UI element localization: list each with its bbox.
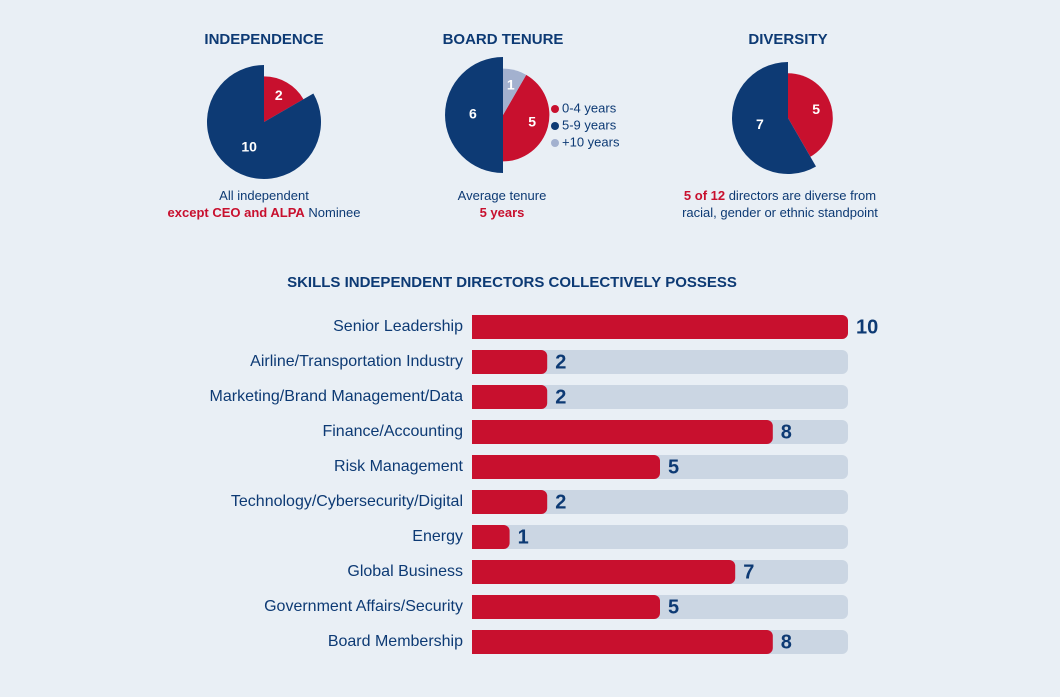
slice-label: 6 (469, 106, 477, 122)
value-label: 2 (555, 351, 566, 373)
pie-slice (445, 57, 503, 173)
caption: 5 of 12 directors are diverse from (684, 188, 876, 203)
slice-label: 5 (812, 101, 820, 117)
pie-slice (264, 76, 304, 122)
bar-left (472, 595, 480, 619)
bar-left (472, 350, 480, 374)
caption-part: Nominee (305, 205, 361, 220)
pie-slice (503, 68, 527, 115)
bar (472, 455, 660, 479)
bar-track (472, 350, 848, 374)
caption-part: All independent (219, 188, 309, 203)
caption-part: except CEO and ALPA (168, 205, 306, 220)
value-label: 8 (781, 421, 792, 443)
category-label: Board Membership (328, 633, 463, 650)
slice-label: 10 (241, 138, 257, 154)
bar-left (472, 420, 480, 444)
category-label: Marketing/Brand Management/Data (210, 388, 464, 405)
bar-left (472, 630, 480, 654)
pie-title: BOARD TENURE (443, 31, 564, 48)
category-label: Technology/Cybersecurity/Digital (231, 493, 463, 510)
legend-label: 5-9 years (562, 117, 617, 132)
value-label: 10 (856, 316, 878, 338)
bar (472, 630, 773, 654)
caption-part: 5 years (480, 205, 525, 220)
value-label: 2 (555, 386, 566, 408)
legend-label: +10 years (562, 134, 620, 149)
category-label: Senior Leadership (333, 318, 463, 335)
pie-slice (788, 73, 833, 157)
category-label: Global Business (347, 563, 463, 580)
caption: 5 years (480, 205, 525, 220)
bar (472, 420, 773, 444)
bar-left (472, 525, 480, 549)
caption: except CEO and ALPA Nominee (168, 205, 361, 220)
bar (472, 490, 548, 514)
pie-slice (207, 65, 321, 180)
bar (472, 385, 548, 409)
bar-left (472, 385, 480, 409)
value-label: 2 (555, 491, 566, 513)
bar-left (472, 455, 480, 479)
caption-part: Average tenure (458, 188, 547, 203)
caption: All independent (219, 188, 309, 203)
category-label: Risk Management (334, 458, 464, 475)
bar-left (472, 490, 480, 514)
slice-label: 2 (275, 87, 283, 103)
legend-dot (551, 105, 559, 113)
bar-track (472, 385, 848, 409)
slice-label: 7 (756, 116, 764, 132)
legend-label: 0-4 years (562, 100, 617, 115)
value-label: 5 (668, 596, 679, 618)
bar (472, 595, 660, 619)
bar (472, 315, 848, 339)
bar-left (472, 560, 480, 584)
caption: Average tenure (458, 188, 547, 203)
slice-label: 1 (507, 77, 515, 93)
bar-track (472, 525, 848, 549)
bar-track (472, 490, 848, 514)
pie-title: DIVERSITY (748, 31, 827, 48)
slice-label: 5 (528, 114, 536, 130)
caption: racial, gender or ethnic standpoint (682, 205, 878, 220)
category-label: Energy (412, 528, 463, 545)
bar (472, 350, 548, 374)
legend-dot (551, 122, 559, 130)
caption-part: directors are diverse from (725, 188, 876, 203)
caption-part: racial, gender or ethnic standpoint (682, 205, 878, 220)
pie-title: INDEPENDENCE (204, 31, 323, 48)
value-label: 7 (743, 561, 754, 583)
chart-title: SKILLS INDEPENDENT DIRECTORS COLLECTIVEL… (287, 274, 737, 291)
value-label: 8 (781, 631, 792, 653)
bar (472, 525, 510, 549)
category-label: Finance/Accounting (322, 423, 463, 440)
category-label: Government Affairs/Security (264, 598, 463, 615)
pie-slice (503, 74, 550, 162)
caption-part: 5 of 12 (684, 188, 725, 203)
legend-dot (551, 139, 559, 147)
bar-left (472, 315, 480, 339)
value-label: 5 (668, 456, 679, 478)
value-label: 1 (518, 526, 529, 548)
pie-slice (732, 62, 816, 174)
bar (472, 560, 736, 584)
category-label: Airline/Transportation Industry (250, 353, 463, 370)
